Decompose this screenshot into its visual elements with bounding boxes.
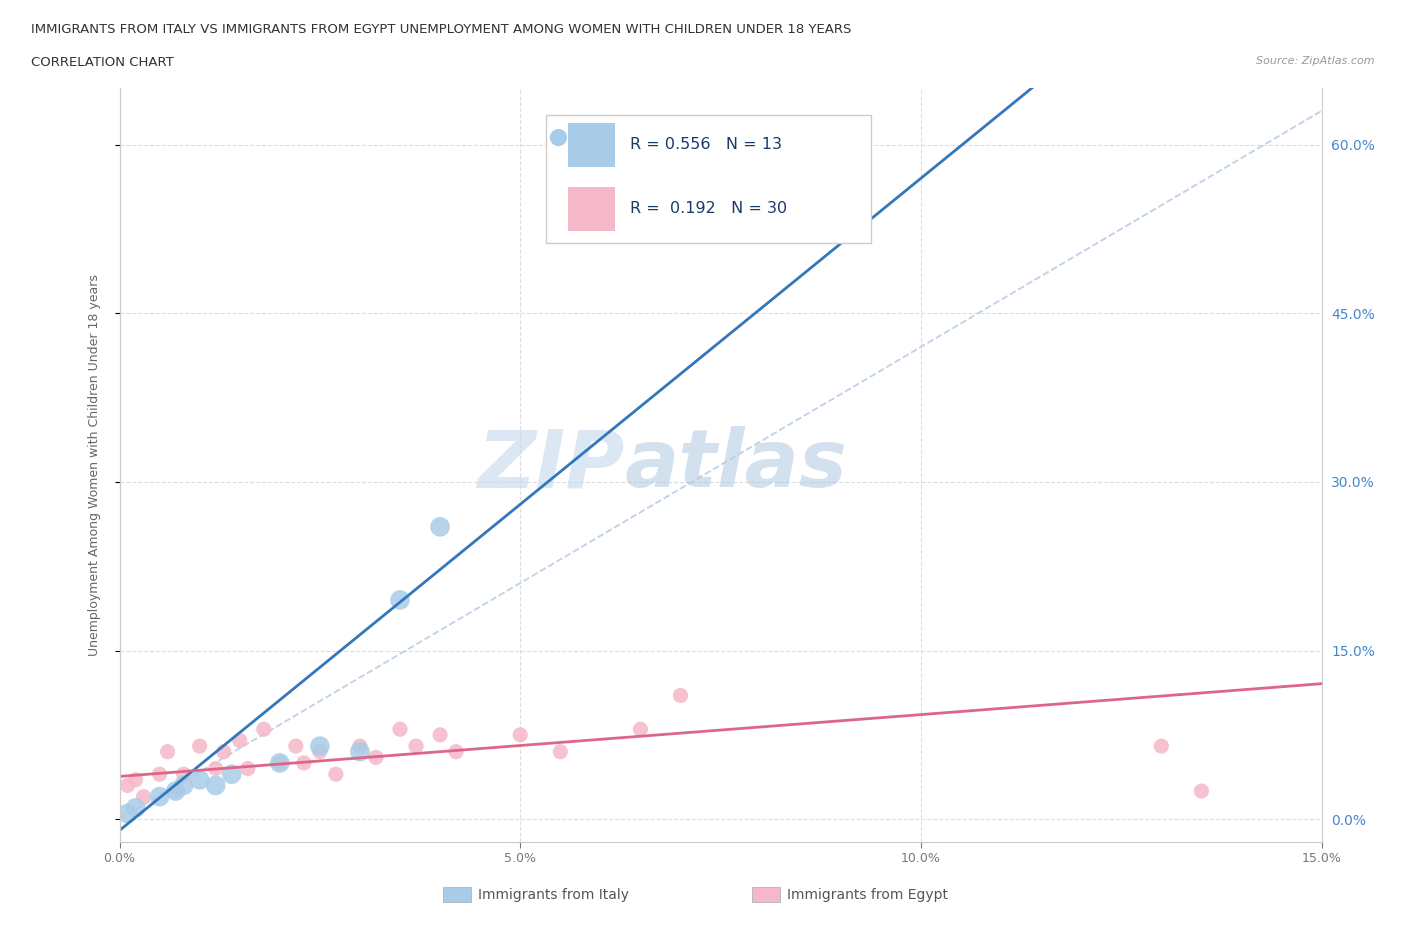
Point bbox=[165, 784, 187, 799]
Text: CORRELATION CHART: CORRELATION CHART bbox=[31, 56, 174, 69]
Text: ZIP: ZIP bbox=[477, 426, 624, 504]
Point bbox=[669, 688, 692, 703]
Point bbox=[292, 755, 315, 770]
Text: IMMIGRANTS FROM ITALY VS IMMIGRANTS FROM EGYPT UNEMPLOYMENT AMONG WOMEN WITH CHI: IMMIGRANTS FROM ITALY VS IMMIGRANTS FROM… bbox=[31, 23, 851, 36]
Point bbox=[429, 727, 451, 742]
Point bbox=[165, 784, 187, 799]
Point bbox=[124, 773, 146, 788]
Point bbox=[1191, 784, 1213, 799]
Text: atlas: atlas bbox=[624, 426, 848, 504]
Point bbox=[124, 801, 146, 816]
Point bbox=[309, 738, 332, 753]
Point bbox=[1150, 738, 1173, 753]
Point bbox=[509, 727, 531, 742]
Point bbox=[117, 806, 139, 821]
Point bbox=[132, 790, 155, 804]
Point bbox=[188, 738, 211, 753]
Point bbox=[156, 744, 179, 759]
Point bbox=[269, 755, 291, 770]
Point bbox=[309, 744, 332, 759]
Point bbox=[550, 744, 572, 759]
FancyBboxPatch shape bbox=[568, 123, 614, 167]
Point bbox=[228, 733, 252, 748]
Point bbox=[388, 592, 412, 607]
Text: R =  0.192   N = 30: R = 0.192 N = 30 bbox=[630, 202, 787, 217]
Point bbox=[630, 722, 652, 737]
Point bbox=[444, 744, 467, 759]
Point bbox=[173, 766, 195, 781]
Text: Immigrants from Egypt: Immigrants from Egypt bbox=[787, 887, 949, 902]
Point bbox=[149, 766, 172, 781]
Point bbox=[212, 744, 235, 759]
Text: R = 0.556   N = 13: R = 0.556 N = 13 bbox=[630, 138, 782, 153]
Point bbox=[253, 722, 276, 737]
Point bbox=[204, 761, 226, 776]
Point bbox=[221, 766, 243, 781]
FancyBboxPatch shape bbox=[568, 187, 614, 231]
Text: Source: ZipAtlas.com: Source: ZipAtlas.com bbox=[1257, 56, 1375, 66]
Point bbox=[117, 778, 139, 793]
Point bbox=[269, 755, 291, 770]
Y-axis label: Unemployment Among Women with Children Under 18 years: Unemployment Among Women with Children U… bbox=[89, 274, 101, 656]
Point bbox=[325, 766, 347, 781]
Point bbox=[388, 722, 412, 737]
Point bbox=[173, 778, 195, 793]
Point bbox=[349, 738, 371, 753]
Point bbox=[364, 750, 387, 764]
Point bbox=[284, 738, 307, 753]
FancyBboxPatch shape bbox=[547, 114, 870, 243]
Point bbox=[236, 761, 259, 776]
Point bbox=[204, 778, 226, 793]
Point bbox=[149, 790, 172, 804]
Point bbox=[188, 773, 211, 788]
Point bbox=[429, 519, 451, 534]
Point bbox=[405, 738, 427, 753]
Point bbox=[349, 744, 371, 759]
Text: Immigrants from Italy: Immigrants from Italy bbox=[478, 887, 628, 902]
